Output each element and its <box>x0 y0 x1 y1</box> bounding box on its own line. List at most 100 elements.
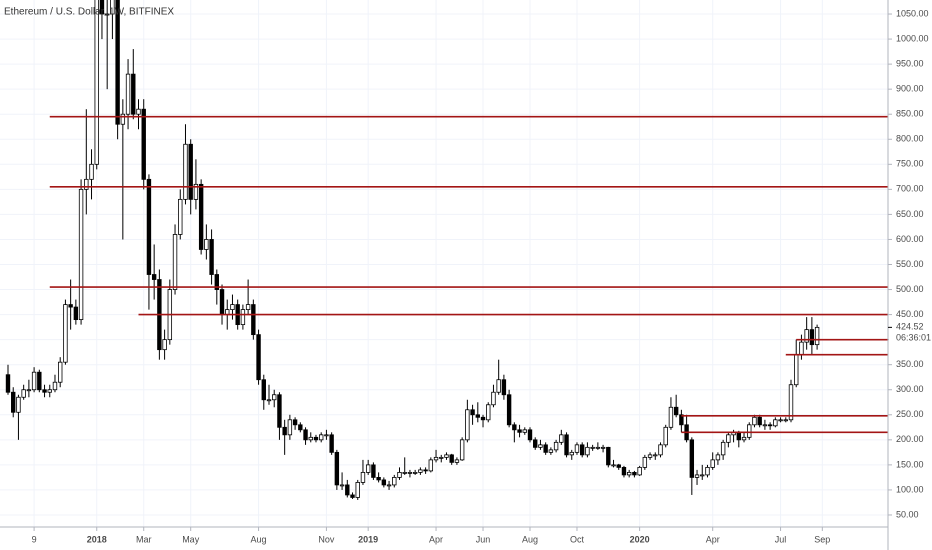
y-tick-label: 300.00 <box>896 384 924 394</box>
candle-body <box>198 183 204 250</box>
candle-body <box>799 341 804 356</box>
candle-body <box>595 446 601 449</box>
candle-body <box>637 466 642 476</box>
x-tick-label: Aug <box>251 534 267 544</box>
candle-body <box>465 409 470 441</box>
candle-body <box>736 431 741 441</box>
candle-body <box>606 446 611 466</box>
candle-body <box>277 394 282 428</box>
y-tick-label: 700.00 <box>896 184 924 194</box>
candle-body <box>292 419 298 426</box>
y-tick-label: 600.00 <box>896 234 924 244</box>
candle-body <box>527 429 533 441</box>
candle-body <box>376 477 381 481</box>
candle-body <box>397 471 402 478</box>
candle-body <box>548 449 554 453</box>
candle-body <box>26 389 32 392</box>
candle-body <box>230 304 235 310</box>
candle-body <box>298 424 303 431</box>
candle-body <box>459 439 465 461</box>
candle-body <box>172 234 178 290</box>
candle-body <box>632 471 637 476</box>
candle-body <box>256 334 261 381</box>
candle-body <box>120 113 126 125</box>
chart-title: Ethereum / U.S. Dollar, 1W, BITFINEX <box>4 7 174 18</box>
candle-body <box>16 396 21 413</box>
candle-body <box>663 426 668 446</box>
candle-body <box>757 416 762 426</box>
candle-body <box>89 163 94 180</box>
candle-body <box>621 466 627 476</box>
y-tick-label: 200.00 <box>896 434 924 444</box>
candle-body <box>673 406 679 416</box>
x-tick-label: Jul <box>775 534 787 544</box>
candle-body <box>600 446 606 449</box>
candle-body <box>287 419 293 436</box>
y-tick-label: 350.00 <box>896 359 924 369</box>
candle-body <box>350 494 355 498</box>
x-tick-label: Apr <box>706 534 720 544</box>
candle-body <box>564 434 569 456</box>
candle-body <box>151 274 157 280</box>
candle-body <box>480 416 486 421</box>
candle-body <box>626 471 632 476</box>
candle-body <box>611 464 616 467</box>
candle-body <box>31 371 37 391</box>
candle-body <box>303 429 308 441</box>
candle-body <box>668 406 674 428</box>
candle-body <box>94 0 99 165</box>
candle-body <box>689 439 695 478</box>
candle-body <box>809 329 815 346</box>
candle-body <box>679 414 684 426</box>
candle-body <box>73 306 79 321</box>
candle-body <box>63 304 68 363</box>
candle-body <box>11 391 16 413</box>
candle-body <box>110 0 115 15</box>
candle-body <box>58 361 63 383</box>
candle-body <box>642 456 648 468</box>
candle-body <box>282 426 287 436</box>
candle-body <box>538 444 543 448</box>
x-tick-label: Nov <box>318 534 335 544</box>
candle-body <box>99 0 105 15</box>
candle-body <box>402 471 407 474</box>
y-tick-label: 900.00 <box>896 84 924 94</box>
candle-body <box>136 108 141 115</box>
candle-body <box>78 188 84 321</box>
y-tick-label: 650.00 <box>896 209 924 219</box>
candle-body <box>720 441 726 456</box>
candle-body <box>381 479 387 486</box>
x-tick-label: 2019 <box>358 534 378 544</box>
candle-body <box>580 444 585 456</box>
last-price-box <box>889 320 932 345</box>
candle-body <box>658 444 663 456</box>
candle-body <box>778 419 783 422</box>
x-tick-label: Aug <box>522 534 538 544</box>
y-tick-label: 1050.00 <box>896 8 929 18</box>
candle-body <box>444 454 449 458</box>
candle-body <box>506 394 512 426</box>
candle-body <box>42 389 47 393</box>
candle-body <box>715 454 721 461</box>
candle-body <box>486 404 491 421</box>
candle-body <box>272 394 277 401</box>
candle-body <box>741 436 747 441</box>
x-tick-label: Sep <box>814 534 830 544</box>
candle-body <box>653 454 658 457</box>
candle-body <box>355 482 360 498</box>
candle-body <box>423 469 428 472</box>
axes: 50.00 100.00 150.00 200.00 250.00 300.00 350.0… <box>32 8 932 544</box>
candle-body <box>428 459 434 472</box>
candle-body <box>313 436 319 441</box>
candle-body <box>788 384 794 421</box>
candle-body <box>470 409 475 416</box>
candle-body <box>47 389 52 393</box>
candle-body <box>574 444 580 453</box>
candle-body <box>783 419 788 422</box>
candle-body <box>365 464 371 473</box>
candle-body <box>188 143 193 200</box>
x-tick-label: Mar <box>136 534 152 544</box>
candle-body <box>517 429 522 433</box>
